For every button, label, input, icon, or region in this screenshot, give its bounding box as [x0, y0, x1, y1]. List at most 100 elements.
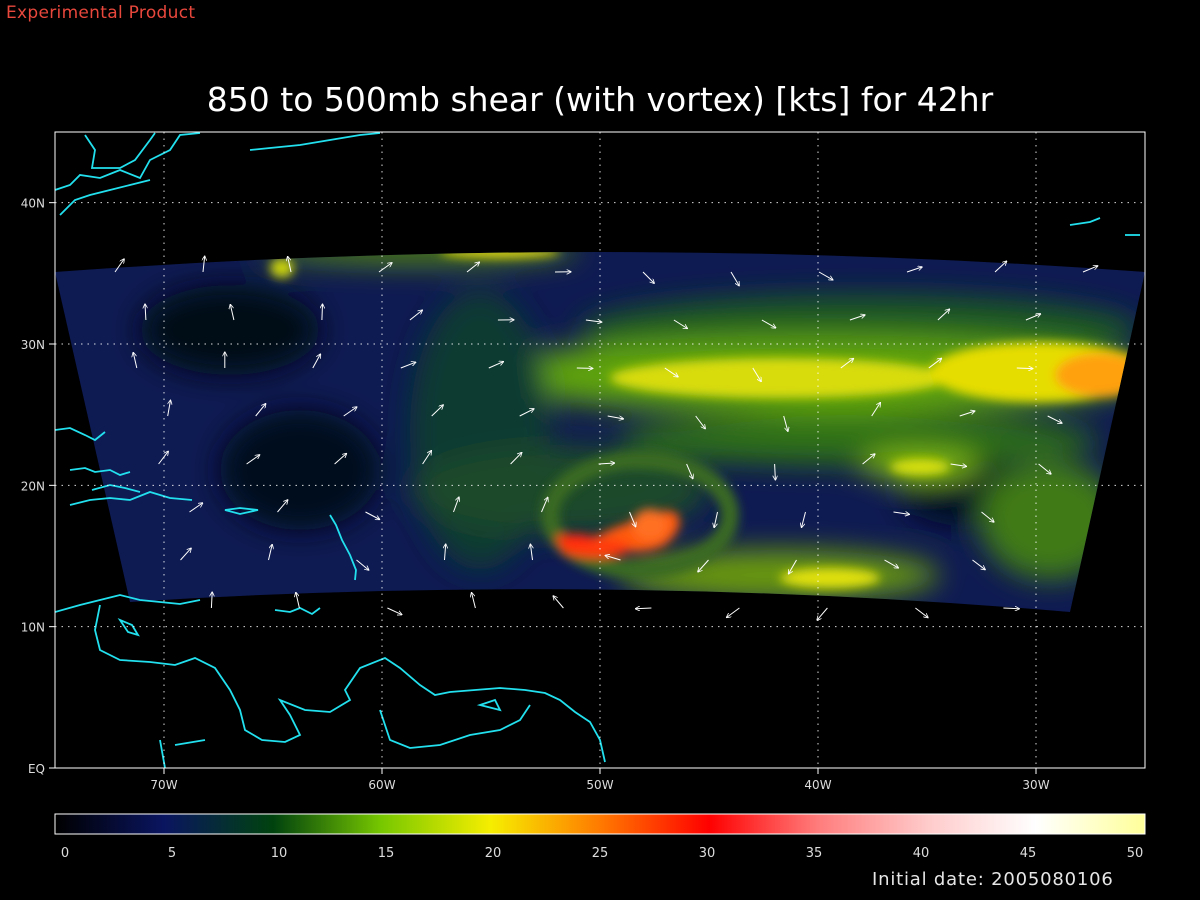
- shear-vector: [871, 403, 881, 417]
- shear-vector: [752, 367, 761, 382]
- shear-vector: [488, 362, 504, 369]
- shear-vector: [761, 319, 776, 328]
- shear-vector: [296, 592, 300, 609]
- colorbar-label: 15: [378, 846, 395, 861]
- shear-vector: [585, 320, 602, 322]
- colorbar: 0 5 10 15 20 25 30 35 40 45 50: [54, 813, 1146, 861]
- shear-vector: [928, 358, 942, 369]
- shear-vector: [400, 362, 416, 369]
- shear-vector: [343, 407, 357, 417]
- shear-vector: [553, 596, 564, 609]
- coastline: [55, 132, 1140, 768]
- shear-vector: [605, 555, 621, 561]
- shear-vector: [356, 559, 369, 570]
- shear-vector: [510, 453, 522, 465]
- shear-vector: [145, 304, 146, 321]
- shear-vector: [472, 593, 476, 609]
- shear-vector: [519, 409, 534, 417]
- shear-vector: [884, 559, 899, 568]
- latitude-axis: EQ 10N 20N 30N 40N: [21, 197, 55, 776]
- shear-vector: [277, 500, 288, 513]
- shear-vector: [893, 512, 910, 514]
- colorbar-label: 30: [699, 846, 716, 861]
- shear-vector: [629, 511, 636, 527]
- shear-vector: [802, 511, 806, 528]
- lat-tick-label: EQ: [28, 762, 45, 776]
- colorbar-label: 45: [1020, 846, 1037, 861]
- colorbar-gradient: [54, 813, 1146, 835]
- colorbar-label: 0: [61, 846, 69, 861]
- shear-vector: [642, 271, 654, 283]
- shear-vector: [114, 259, 124, 273]
- shear-vector: [817, 607, 828, 620]
- shear-vector: [255, 404, 266, 417]
- shear-vector: [288, 256, 292, 273]
- shear-vector: [695, 415, 706, 429]
- colorbar-label: 20: [485, 846, 502, 861]
- shear-vector: [312, 354, 321, 369]
- initial-date: Initial date: 2005080106: [872, 869, 1114, 890]
- shear-vector: [203, 256, 205, 273]
- shear-vector: [541, 497, 548, 513]
- experimental-label: Experimental Product: [6, 3, 196, 23]
- shear-vector: [409, 310, 423, 321]
- shear-vector: [1038, 463, 1052, 474]
- shear-vector: [1003, 608, 1019, 609]
- shear-vectors: [114, 256, 1098, 620]
- shear-vector: [246, 455, 260, 465]
- shear-vector: [783, 415, 788, 431]
- shear-vector: [789, 559, 797, 574]
- lon-tick-label: 60W: [368, 778, 395, 792]
- shear-vector: [664, 367, 678, 377]
- shear-vector: [530, 544, 532, 561]
- shear-vector: [133, 352, 138, 369]
- shear-vector: [730, 271, 739, 286]
- shear-vector: [981, 511, 995, 522]
- colorbar-label: 5: [168, 846, 176, 861]
- shear-vector: [158, 451, 169, 465]
- lon-tick-label: 50W: [586, 778, 613, 792]
- colorbar-label: 10: [271, 846, 288, 861]
- shear-vector: [972, 559, 986, 570]
- shear-vector: [959, 411, 975, 417]
- shear-vector: [994, 261, 1007, 273]
- shear-vector: [387, 607, 402, 615]
- shear-vector: [607, 415, 624, 419]
- shear-vector: [598, 463, 615, 464]
- shear-vector: [849, 315, 865, 321]
- shear-vector: [950, 464, 967, 466]
- colorbar-label: 40: [913, 846, 930, 861]
- shear-vector: [230, 304, 235, 321]
- shear-vector: [1025, 314, 1041, 321]
- lon-tick-label: 30W: [1022, 778, 1049, 792]
- shear-vector: [445, 544, 446, 561]
- colorbar-label: 25: [592, 846, 609, 861]
- longitude-axis: 70W 60W 50W 40W 30W: [150, 768, 1050, 792]
- shear-vector: [1082, 266, 1098, 273]
- shear-vector: [686, 463, 693, 479]
- shear-vector: [906, 267, 922, 273]
- shear-vector: [862, 454, 875, 465]
- lat-tick-label: 10N: [21, 621, 45, 635]
- shear-vector: [673, 319, 688, 329]
- shear-vector: [167, 400, 171, 417]
- shear-vector: [365, 511, 380, 520]
- shear-vector: [453, 497, 460, 513]
- shear-vector: [818, 271, 833, 280]
- shear-vector: [180, 548, 192, 561]
- shear-vector: [714, 511, 718, 528]
- shear-vector: [211, 592, 212, 609]
- shear-vector: [775, 463, 776, 480]
- shear-vector: [1016, 368, 1033, 369]
- shear-vector: [466, 262, 480, 273]
- shear-vector: [698, 559, 709, 572]
- map-title: 850 to 500mb shear (with vortex) [kts] f…: [206, 80, 994, 119]
- lat-tick-label: 40N: [21, 197, 45, 211]
- shear-vector: [840, 358, 854, 369]
- lon-tick-label: 70W: [150, 778, 177, 792]
- shear-vector: [635, 608, 652, 609]
- shear-vector: [937, 309, 950, 321]
- shear-vector: [431, 405, 444, 417]
- shear-vector: [727, 607, 740, 618]
- shear-vector: [1047, 415, 1062, 423]
